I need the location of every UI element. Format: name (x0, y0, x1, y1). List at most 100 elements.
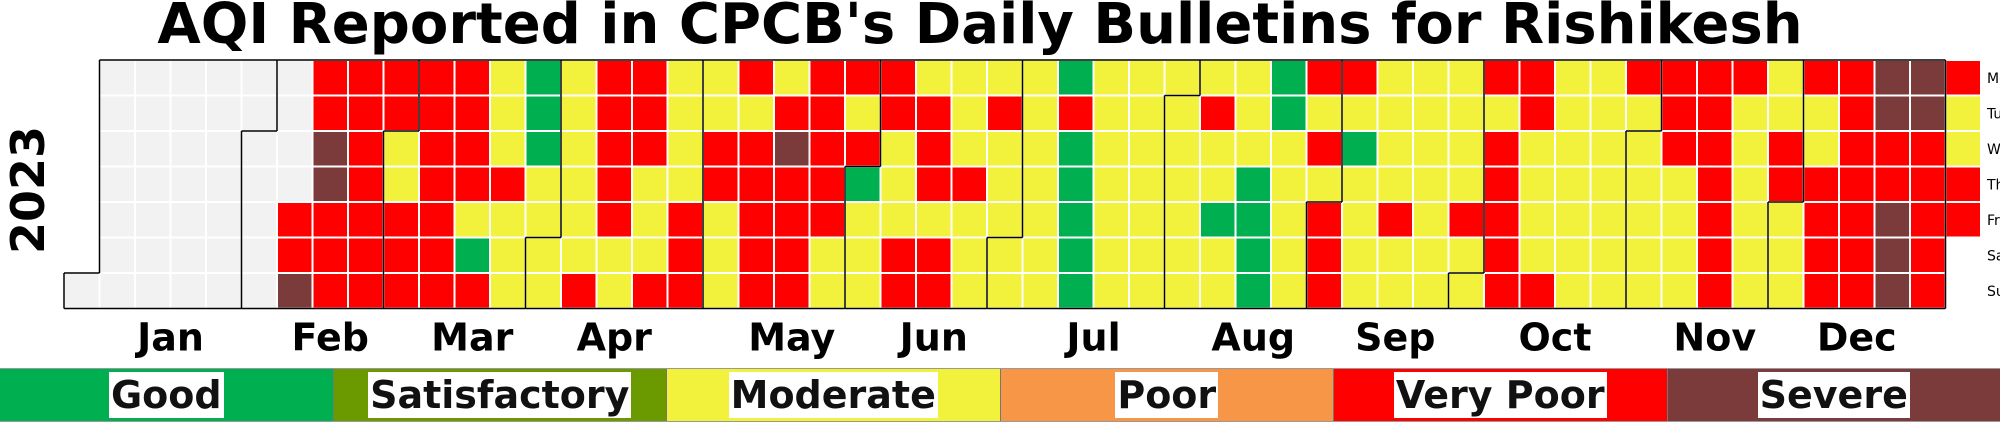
heatmap-cell (1092, 59, 1130, 97)
heatmap-cell (1305, 272, 1343, 310)
heatmap-cell (1802, 165, 1840, 203)
heatmap-cell (1589, 94, 1627, 132)
heatmap-cell (1199, 130, 1237, 168)
heatmap-cell (240, 130, 278, 168)
chart-title: AQI Reported in CPCB's Daily Bulletins f… (157, 0, 1803, 57)
heatmap-cell (98, 272, 136, 310)
heatmap-cell (1270, 130, 1308, 168)
heatmap-cell (915, 130, 953, 168)
heatmap-cell (1802, 94, 1840, 132)
heatmap-cell (950, 201, 988, 239)
weekday-label: Wed (1987, 142, 2000, 158)
heatmap-cell (311, 94, 349, 132)
axis-labels: Mon Tue Wed Thu Fri Sat Sun Jan Feb Mar Apr May Jun J… (134, 71, 2000, 360)
weekday-label: Sun (1987, 284, 2000, 300)
legend-label: Moderate (728, 372, 938, 418)
heatmap-cell (1660, 94, 1698, 132)
heatmap-cell (879, 59, 917, 97)
heatmap-cell (1554, 272, 1592, 310)
heatmap-cell (1021, 130, 1059, 168)
month-label: Sep (1355, 316, 1435, 360)
heatmap-cell (950, 236, 988, 274)
heatmap-cell (1625, 201, 1663, 239)
heatmap-cell (666, 272, 704, 310)
heatmap-cell (489, 94, 527, 132)
heatmap-cell (737, 94, 775, 132)
heatmap-cell (453, 59, 491, 97)
heatmap-cell (489, 165, 527, 203)
heatmap-cell (1838, 236, 1876, 274)
heatmap-cell (1589, 130, 1627, 168)
heatmap-cell (595, 201, 633, 239)
heatmap-cell (205, 59, 243, 97)
heatmap-cell (1518, 165, 1556, 203)
heatmap-cell (1589, 236, 1627, 274)
heatmap-cell (1838, 272, 1876, 310)
heatmap-cell (347, 272, 385, 310)
heatmap-cell (1767, 272, 1805, 310)
heatmap-cell (666, 201, 704, 239)
heatmap-cell (1873, 201, 1911, 239)
heatmap-cell (1696, 165, 1734, 203)
heatmap-cell (382, 59, 420, 97)
heatmap-cell (1270, 59, 1308, 97)
heatmap-cell (595, 130, 633, 168)
heatmap-cell (524, 130, 562, 168)
heatmap-cell (1199, 59, 1237, 97)
heatmap-cell (666, 94, 704, 132)
heatmap-cell (1057, 94, 1095, 132)
weekday-label: Mon (1987, 71, 2000, 87)
heatmap-cell (382, 236, 420, 274)
heatmap-cell (1057, 165, 1095, 203)
heatmap-cell (595, 94, 633, 132)
heatmap-cell (1518, 94, 1556, 132)
heatmap-cell (1447, 94, 1485, 132)
heatmap-cell (1341, 130, 1379, 168)
heatmap-cell (1412, 272, 1450, 310)
heatmap-cell (1199, 165, 1237, 203)
heatmap-cell (986, 165, 1024, 203)
heatmap-cell (276, 59, 314, 97)
heatmap-cell (1092, 236, 1130, 274)
heatmap-cell (524, 59, 562, 97)
legend-label: Very Poor (1393, 372, 1607, 418)
heatmap-cell (773, 130, 811, 168)
heatmap-cell (844, 272, 882, 310)
heatmap-cell (1447, 236, 1485, 274)
heatmap-cell (1767, 165, 1805, 203)
month-label: Feb (292, 316, 369, 360)
month-label: Oct (1519, 316, 1592, 360)
heatmap-cell (1483, 236, 1521, 274)
heatmap-cell (702, 94, 740, 132)
heatmap-cell (1057, 272, 1095, 310)
heatmap-cell (1163, 201, 1201, 239)
heatmap-cell (205, 272, 243, 310)
heatmap-cell (489, 59, 527, 97)
heatmap-cell (347, 236, 385, 274)
weekday-label: Fri (1987, 213, 2000, 229)
heatmap-cell (702, 59, 740, 97)
heatmap-cell (276, 94, 314, 132)
heatmap-cell (347, 94, 385, 132)
heatmap-cell (1163, 272, 1201, 310)
heatmap-cell (134, 130, 172, 168)
heatmap-cell (666, 59, 704, 97)
month-boundary (63, 59, 1947, 310)
heatmap-cell (986, 94, 1024, 132)
heatmap-cell (489, 201, 527, 239)
heatmap-cell (63, 272, 101, 310)
heatmap-cell (169, 130, 207, 168)
heatmap-cell (773, 59, 811, 97)
heatmap-cell (1554, 201, 1592, 239)
heatmap-cell (808, 272, 846, 310)
heatmap-cell (453, 272, 491, 310)
heatmap-cell (1341, 236, 1379, 274)
heatmap-cell (702, 130, 740, 168)
heatmap-cell (1944, 94, 1982, 132)
heatmap-cell (702, 165, 740, 203)
heatmap-cell (347, 130, 385, 168)
heatmap-cell (1305, 59, 1343, 97)
heatmap-cell (98, 130, 136, 168)
heatmap-cell (276, 165, 314, 203)
heatmap-cell (524, 165, 562, 203)
